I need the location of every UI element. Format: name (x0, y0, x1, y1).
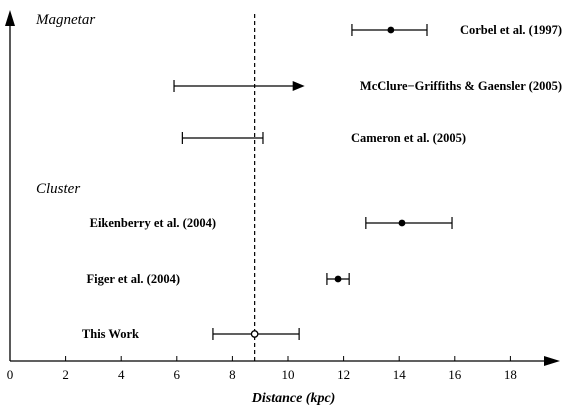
measurement-row (365, 217, 453, 229)
measurement-row (212, 328, 300, 340)
data-point (398, 219, 406, 227)
y-axis-arrow (5, 10, 15, 26)
reference-label: Corbel et al. (1997) (460, 23, 562, 37)
x-tick-label: 16 (448, 367, 462, 382)
reference-label: Figer et al. (2004) (87, 272, 181, 286)
x-tick-label: 2 (62, 367, 69, 382)
x-axis-arrow (544, 356, 560, 366)
labels: Magnetar Cluster Corbel et al. (1997) McClu… (35, 12, 562, 341)
reference-label: McClure−Griffiths & Gaensler (2005) (360, 79, 562, 93)
x-tick-label: 6 (174, 367, 181, 382)
lower-limit-arrow (292, 81, 305, 91)
measurements (173, 24, 453, 340)
measurement-row (326, 273, 350, 285)
group-label-magnetar: Magnetar (35, 12, 95, 28)
x-tick-label: 0 (7, 367, 14, 382)
measurement-row (351, 24, 428, 36)
data-point (387, 26, 395, 34)
x-tick-label: 12 (337, 367, 350, 382)
measurement-row (181, 132, 264, 144)
axes: 0 2 4 6 8 10 12 14 16 18 Distance (kpc) (5, 10, 560, 406)
group-label-cluster: Cluster (36, 181, 80, 197)
x-tick-label: 18 (504, 367, 517, 382)
reference-label: Cameron et al. (2005) (351, 131, 466, 145)
x-tick-label: 8 (229, 367, 236, 382)
data-point (250, 330, 259, 338)
x-tick-label: 4 (118, 367, 125, 382)
reference-label: Eikenberry et al. (2004) (90, 216, 216, 230)
reference-label: This Work (82, 327, 139, 341)
x-tick-label: 10 (282, 367, 295, 382)
x-tick-label: 14 (393, 367, 407, 382)
data-point (334, 275, 342, 283)
x-axis-title: Distance (kpc) (251, 391, 336, 406)
measurement-row (173, 80, 305, 92)
